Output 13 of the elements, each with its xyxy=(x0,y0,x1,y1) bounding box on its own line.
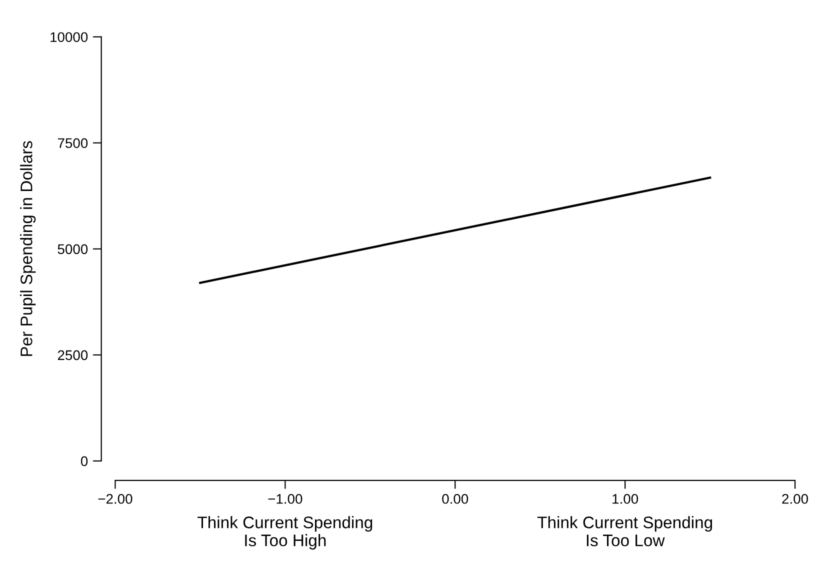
y-tick-label: 5000 xyxy=(58,244,88,254)
x-tick-label: 1.00 xyxy=(612,494,638,504)
y-tick-label: 2500 xyxy=(58,350,88,360)
y-tick-label: 7500 xyxy=(58,138,88,148)
y-axis-title: Per Pupil Spending in Dollars xyxy=(20,141,36,356)
x-tick-label: −1.00 xyxy=(268,494,302,504)
text: Think Current Spending Is Too Low xyxy=(537,516,712,546)
x-tick-label: −2.00 xyxy=(98,494,132,504)
x-tick-label: 2.00 xyxy=(782,494,808,504)
y-tick-label: 0 xyxy=(80,456,88,466)
text: Think Current Spending Is Too High xyxy=(198,516,372,550)
y-tick-label: 10000 xyxy=(50,32,88,42)
x-tick-label: 0.00 xyxy=(442,494,468,504)
